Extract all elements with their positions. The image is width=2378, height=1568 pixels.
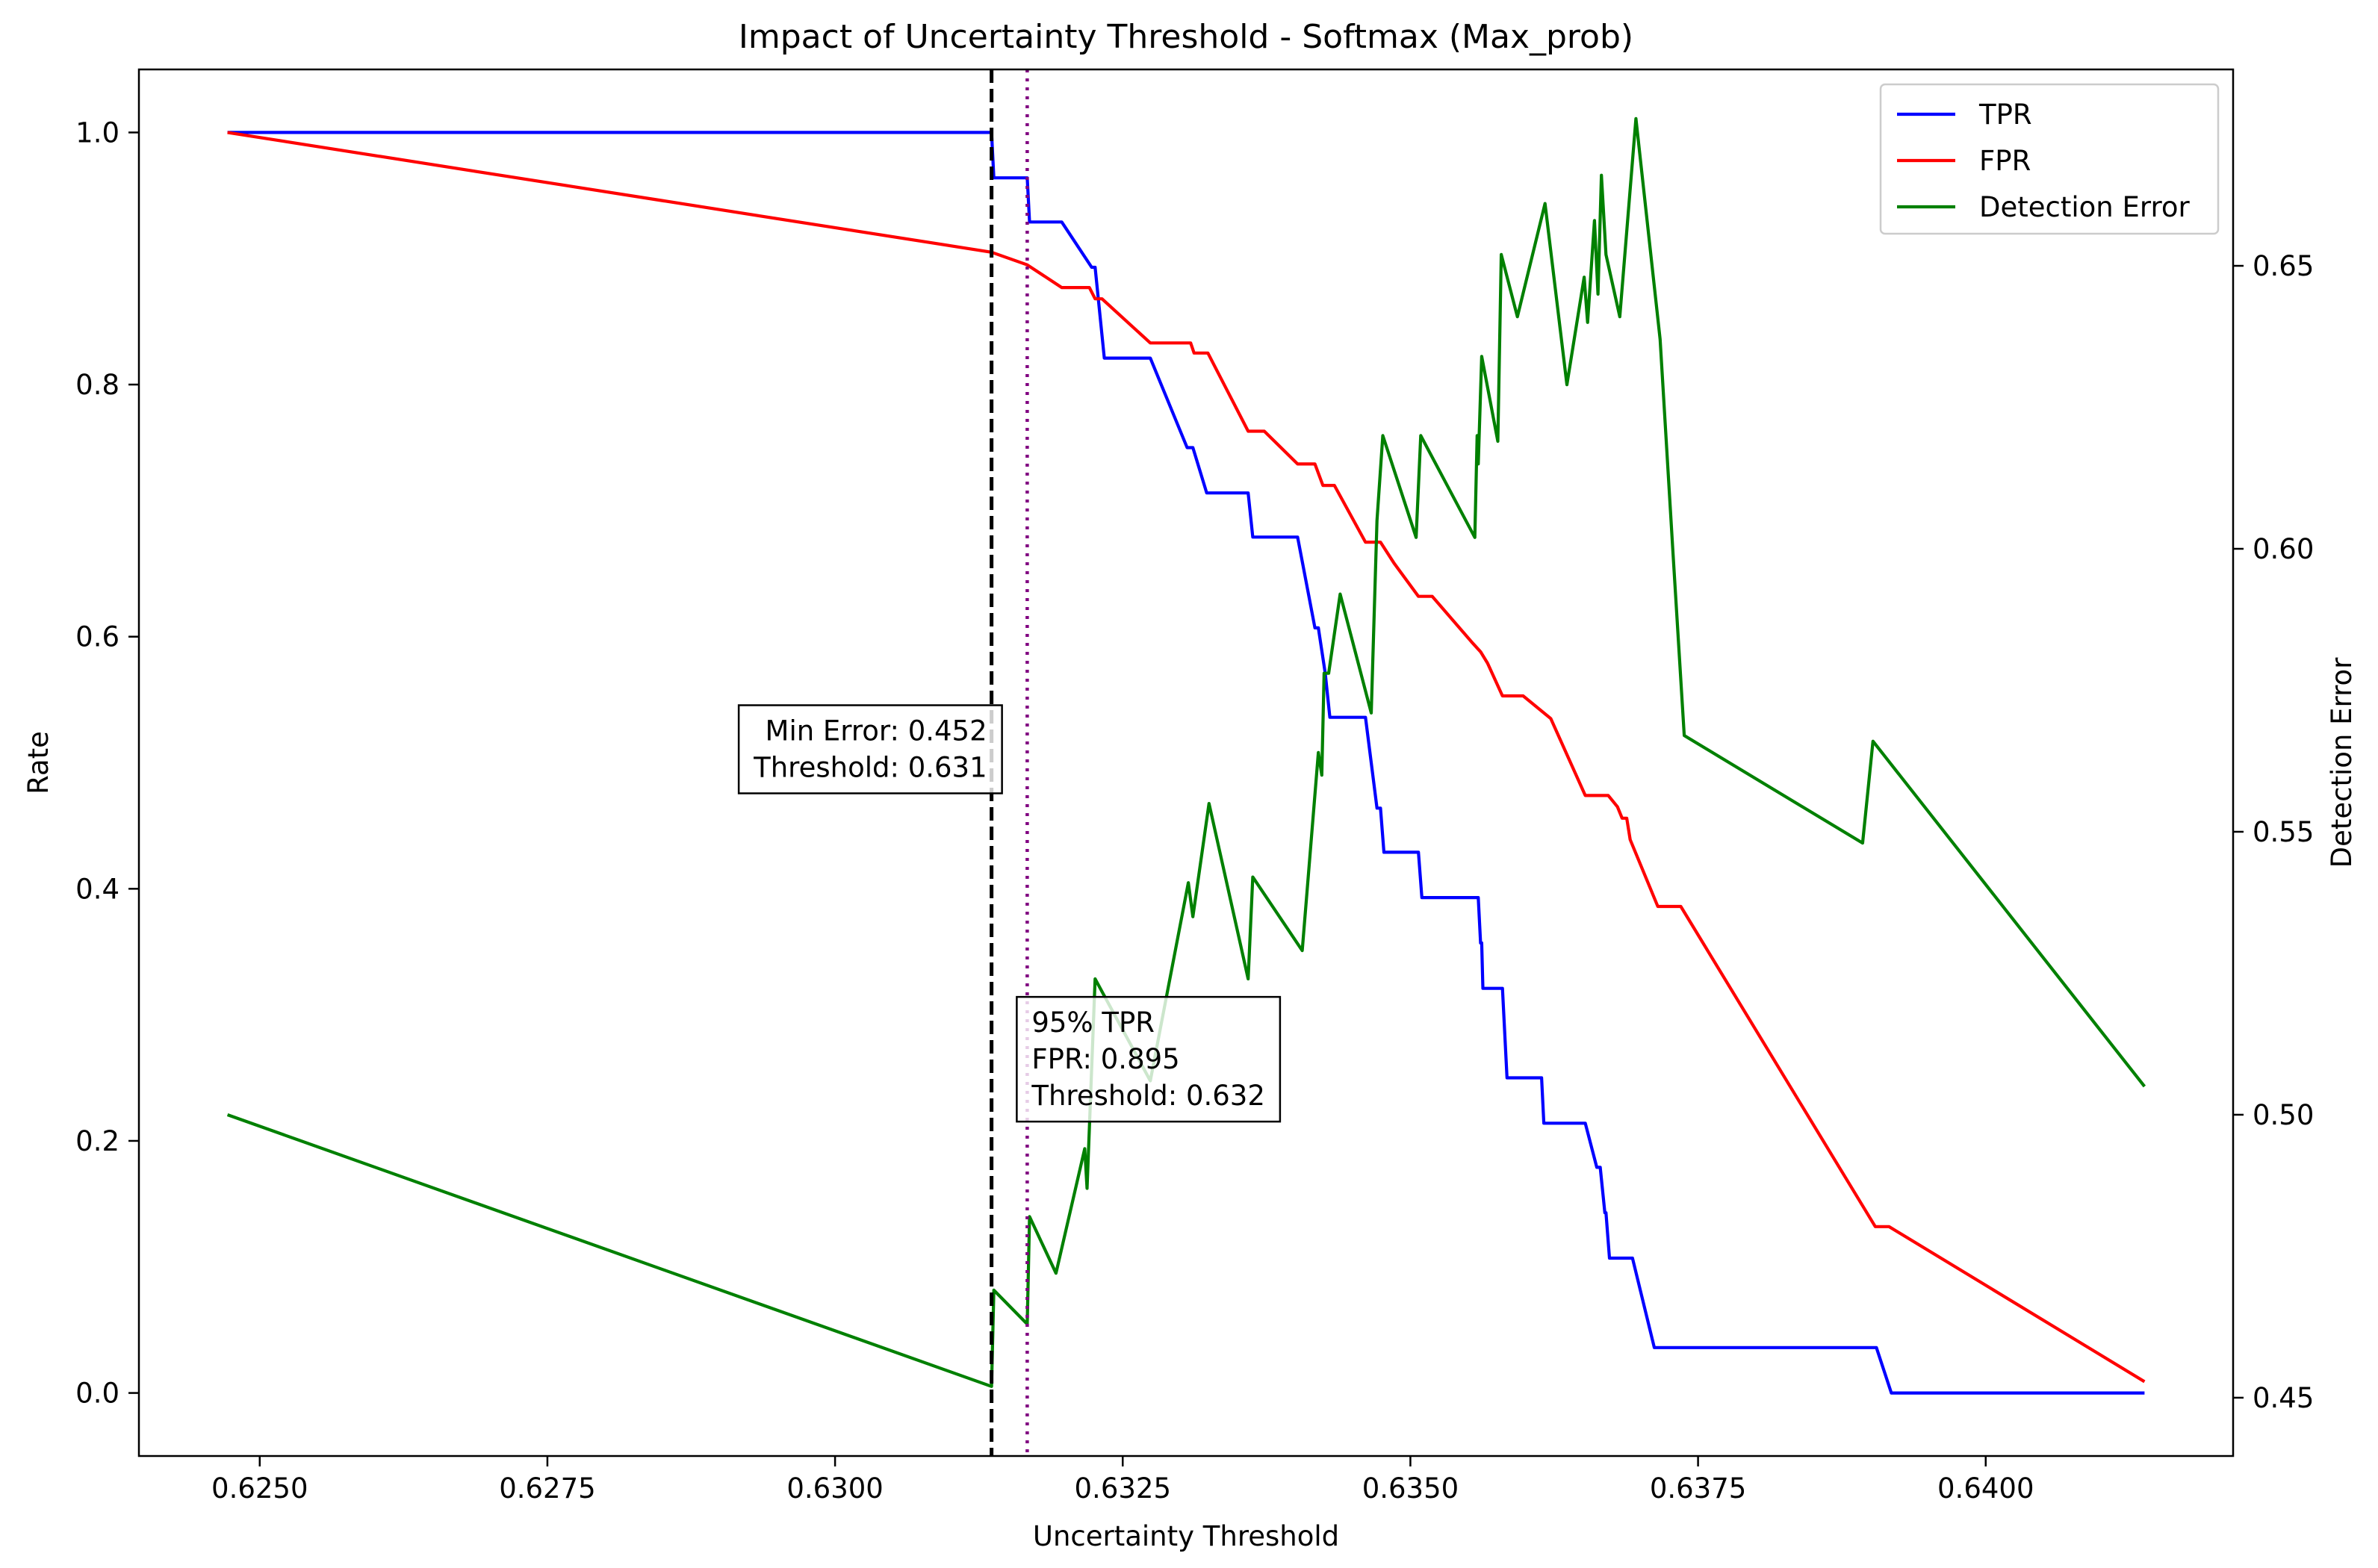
annotation-text: Threshold: 0.632 (1031, 1080, 1265, 1112)
y-tick-label: 1.0 (75, 116, 119, 149)
y-tick-label: 0.0 (75, 1378, 119, 1410)
series-line-detection-error (226, 116, 2146, 1388)
legend-label: FPR (1979, 145, 2031, 177)
annotation-text: Min Error: 0.452 (766, 715, 987, 747)
y2-tick-label: 0.50 (2253, 1099, 2314, 1131)
series-line-tpr (227, 131, 2145, 1395)
annotation-box (1016, 995, 1282, 1123)
x-axis-label: Uncertainty Threshold (1033, 1520, 1339, 1552)
chart-title: Impact of Uncertainty Threshold - Softma… (739, 18, 1633, 56)
y-axis-label: Rate (22, 731, 55, 794)
series-line-fpr (227, 131, 2146, 1384)
legend-label: Detection Error (1979, 191, 2190, 223)
legend-box (1879, 83, 2220, 235)
legend-label: TPR (1978, 99, 2032, 131)
x-tick-label: 0.6400 (1937, 1472, 2034, 1505)
x-tick-label: 0.6250 (211, 1472, 308, 1505)
annotation-min-error: Min Error: 0.452 Threshold: 0.631 (737, 704, 1003, 794)
y2-tick-label: 0.45 (2253, 1382, 2314, 1414)
y2-tick-label: 0.65 (2253, 250, 2314, 282)
x-tick-label: 0.6350 (1362, 1472, 1459, 1505)
plot-area (226, 69, 2146, 1456)
y2-tick-label: 0.55 (2253, 816, 2314, 848)
x-tick-label: 0.6300 (786, 1472, 883, 1505)
annotation-tpr95: 95% TPR FPR: 0.895 Threshold: 0.632 (1016, 995, 1282, 1123)
annotation-box (737, 704, 1003, 794)
annotation-text: Threshold: 0.631 (753, 752, 987, 784)
x-tick-label: 0.6275 (499, 1472, 595, 1505)
annotations: Min Error: 0.452 Threshold: 0.631 95% TPR F… (737, 704, 1282, 1123)
x-tick-label: 0.6325 (1075, 1472, 1171, 1505)
y-tick-label: 0.6 (75, 621, 119, 653)
y-tick-label: 0.4 (75, 873, 119, 905)
annotation-text: FPR: 0.895 (1031, 1043, 1179, 1075)
x-tick-label: 0.6375 (1650, 1472, 1746, 1505)
annotation-text: 95% TPR (1031, 1007, 1155, 1039)
plot-frame (137, 68, 2235, 1457)
y-tick-label: 0.2 (75, 1125, 119, 1157)
legend: TPR FPR Detection Error (1879, 83, 2220, 235)
axes: 0.6250 0.6275 0.6300 0.6325 0.6350 0.6375 0.64… (75, 68, 2314, 1505)
y2-tick-label: 0.60 (2253, 533, 2314, 565)
y-tick-label: 0.8 (75, 369, 119, 401)
y2-axis-label: Detection Error (2326, 657, 2358, 868)
